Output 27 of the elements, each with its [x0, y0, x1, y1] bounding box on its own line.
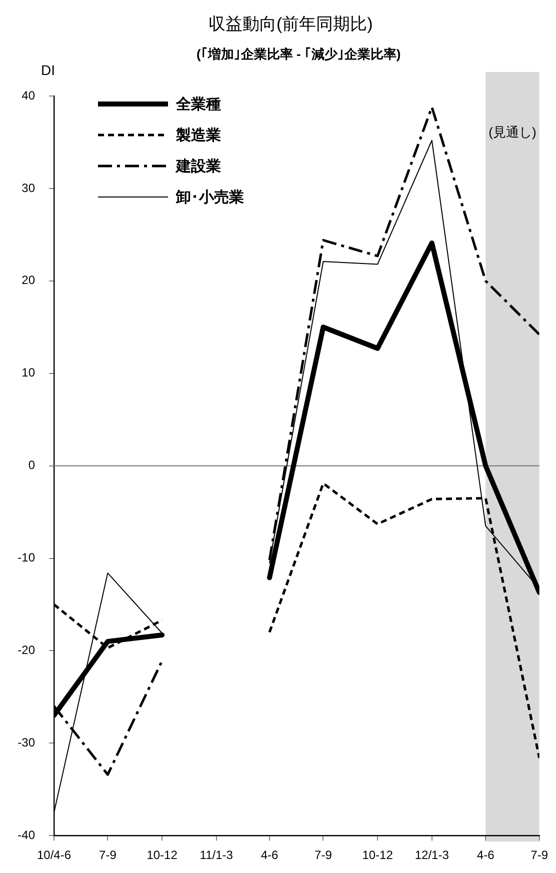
y-tick-label: 10 [22, 366, 36, 380]
y-tick-label: -20 [18, 643, 36, 658]
y-tick-label: -30 [18, 735, 36, 750]
band-label: (見通し) [488, 124, 536, 140]
legend-label: 全業種 [175, 96, 221, 114]
x-tick-label: 7-9 [99, 848, 117, 862]
y-tick-label: 0 [28, 458, 36, 472]
legend-label: 建設業 [175, 158, 221, 176]
chart-title: 収益動向(前年同期比) [208, 14, 373, 34]
chart-subtitle: (｢増加｣企業比率 - ｢減少｣企業比率) [196, 46, 401, 62]
y-axis-title: DI [41, 62, 55, 78]
x-tick-label: 4-6 [260, 848, 279, 862]
y-tick-label: -10 [18, 550, 36, 565]
y-tick-label: 20 [22, 273, 36, 288]
y-tick-label: 40 [22, 88, 36, 102]
x-tick-label: 11/1-3 [200, 848, 234, 862]
x-tick-label: 7-9 [530, 848, 548, 862]
y-tick-label: -40 [18, 828, 36, 842]
x-tick-label: 12/1-3 [414, 848, 450, 862]
x-tick-label: 4-6 [476, 848, 495, 862]
y-tick-label: 30 [22, 180, 36, 195]
legend-label: 製造業 [175, 127, 221, 144]
x-tick-label: 7-9 [314, 848, 332, 862]
x-tick-label: 10-12 [146, 848, 178, 862]
x-tick-label: 10-12 [362, 848, 394, 862]
legend-label: 卸･小売業 [175, 189, 244, 206]
x-tick-label: 10/4-6 [36, 848, 72, 862]
